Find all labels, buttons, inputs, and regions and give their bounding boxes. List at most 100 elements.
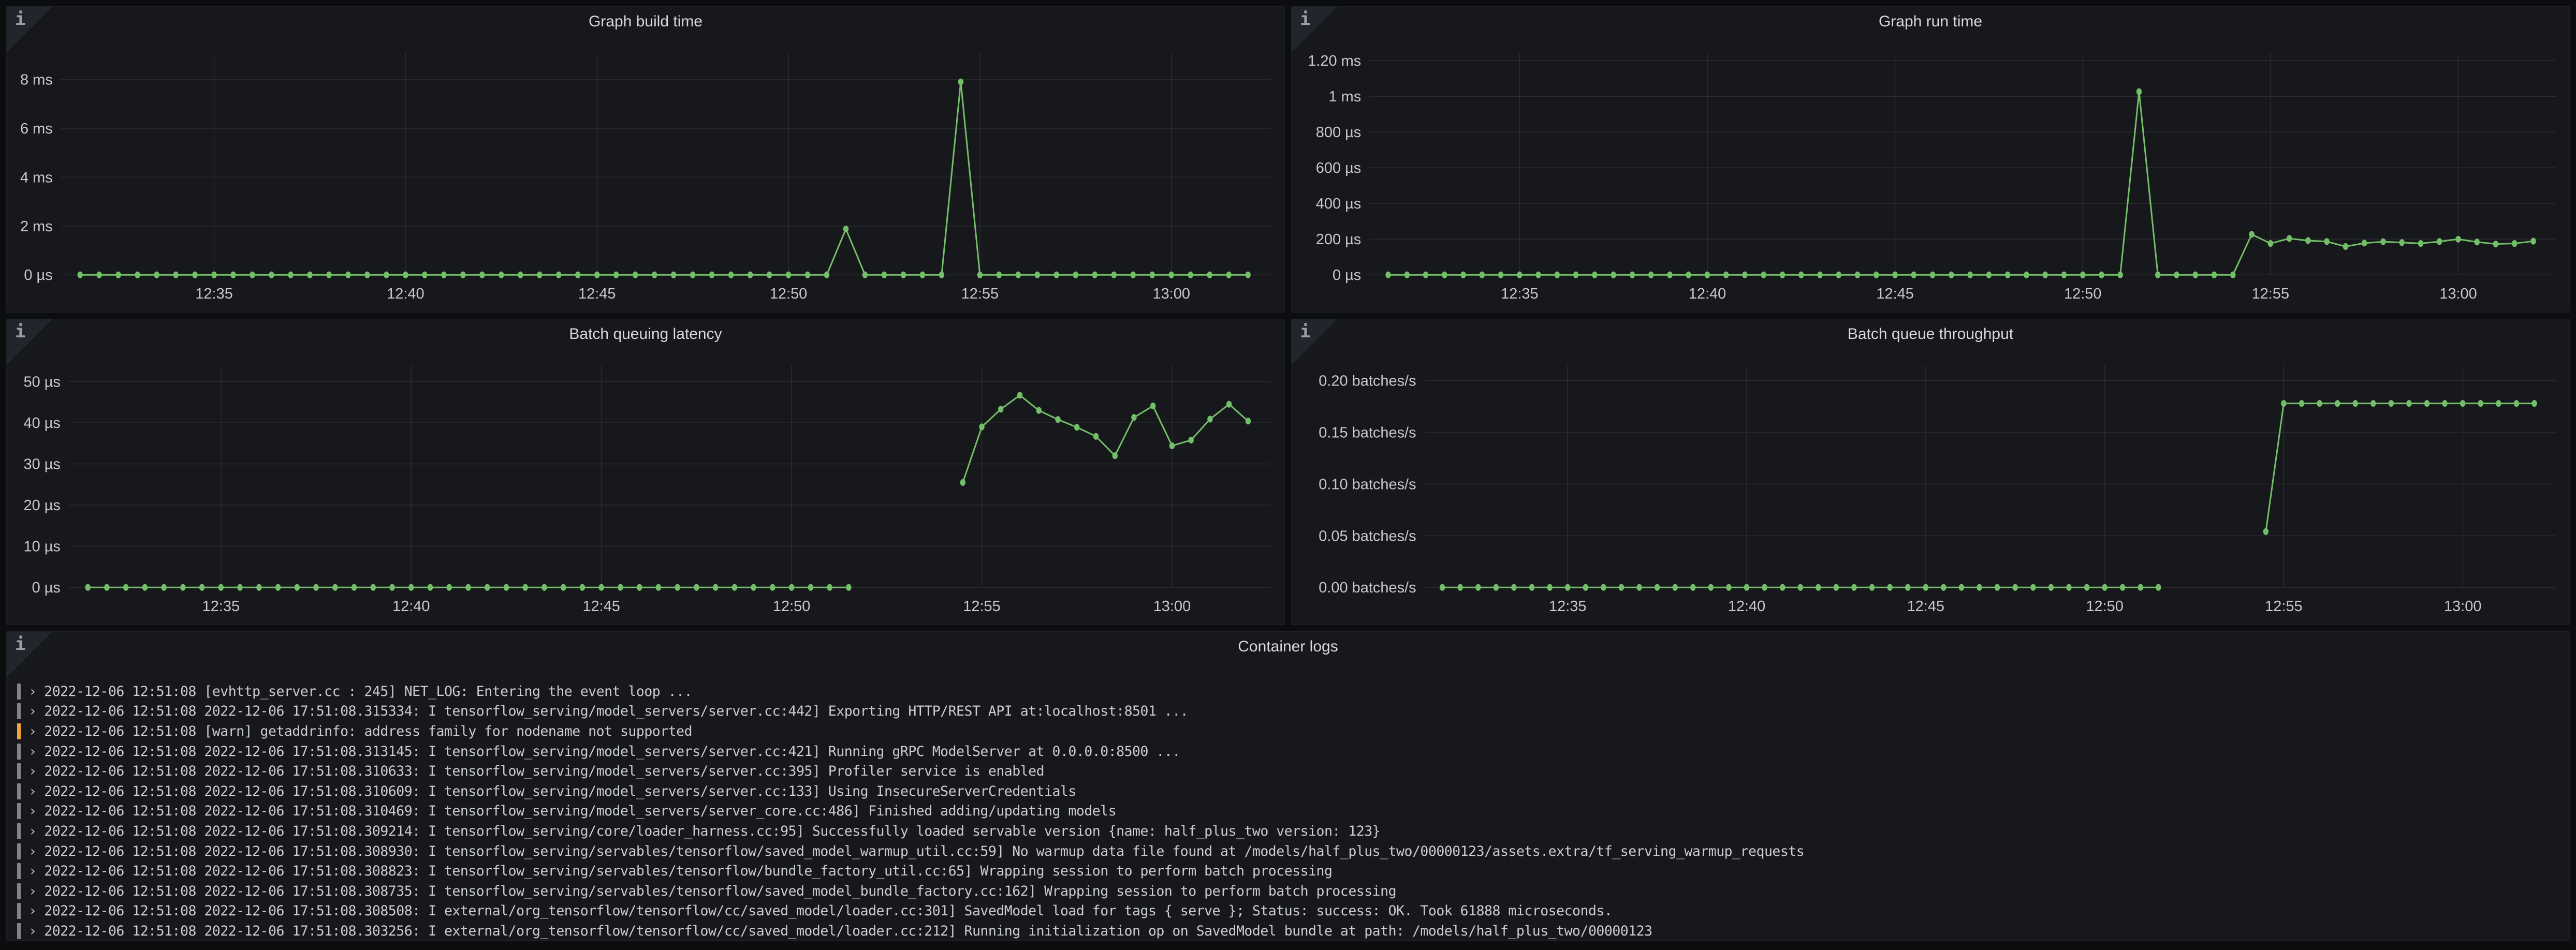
data-point [85,584,91,591]
data-point [2120,584,2126,591]
panel-title-graph-build-time[interactable]: Graph build time [588,13,703,30]
data-point [2155,271,2161,278]
chevron-right-icon: › [28,743,37,760]
data-point [180,584,186,591]
data-point [996,271,1002,278]
log-line[interactable]: › 2022-12-06 12:51:08 2022-12-06 17:51:08… [17,841,2564,862]
log-lines: › 2022-12-06 12:51:08 [evhttp_server.cc :… [17,681,2564,940]
data-point [485,584,490,591]
data-point [1245,418,1251,425]
graph-run-time-chart[interactable]: 0 µs 200 µs 400 µs 600 µs 800 µs 1 ms 1.20 ms 1… [1292,7,2569,312]
series-points [1439,400,2537,591]
data-point [2099,271,2104,278]
x-tick-label: 12:40 [387,286,424,302]
data-point [1529,584,1535,591]
data-point [389,584,395,591]
x-tick-label: 12:45 [578,286,616,302]
log-level-bar [17,823,21,839]
data-point [1941,584,1946,591]
x-tick-label: 12:35 [1549,598,1586,615]
data-point [2267,240,2274,247]
data-point [1708,584,1714,591]
data-point [1869,584,1875,591]
log-line[interactable]: › 2022-12-06 12:51:08 2022-12-06 17:51:08… [17,921,2564,940]
data-point [123,584,129,591]
data-point [1704,271,1710,278]
data-point [579,584,586,591]
data-point [2048,584,2054,591]
log-line[interactable]: › 2022-12-06 12:51:08 2022-12-06 17:51:08… [17,702,2564,722]
data-point [199,584,205,591]
log-line[interactable]: › 2022-12-06 12:51:08 2022-12-06 17:51:08… [17,881,2564,901]
data-point [518,271,523,278]
panel-title-batch-queue-throughput[interactable]: Batch queue throughput [1847,325,2014,343]
data-point [364,271,370,278]
log-line[interactable]: › 2022-12-06 12:51:08 [warn] getaddrinfo:… [17,721,2564,741]
data-point [2343,243,2349,250]
data-point [2136,88,2142,95]
data-point [2286,235,2292,242]
log-level-bar [17,763,21,780]
data-point [1404,271,1410,278]
log-line[interactable]: › 2022-12-06 12:51:08 2022-12-06 17:51:08… [17,861,2564,881]
log-line[interactable]: › 2022-12-06 12:51:08 2022-12-06 17:51:08… [17,901,2564,922]
info-icon: i [1300,321,1311,342]
data-point [250,271,255,278]
log-text: 2022-12-06 12:51:08 2022-12-06 17:51:08.… [44,883,1397,899]
log-level-bar [17,883,21,899]
y-tick-label: 800 µs [1316,124,1362,141]
data-point [1583,584,1589,591]
data-point [1816,584,1821,591]
log-line[interactable]: › 2022-12-06 12:51:08 2022-12-06 17:51:08… [17,801,2564,822]
data-point [1017,392,1023,399]
x-axis: 12:35 12:40 12:45 12:50 12:55 13:00 [1501,52,2477,302]
data-point [2299,400,2305,407]
data-point [1245,271,1251,278]
log-line[interactable]: › 2022-12-06 12:51:08 2022-12-06 17:51:08… [17,781,2564,801]
chevron-right-icon: › [28,703,37,720]
data-point [804,271,811,278]
data-point [1726,584,1732,591]
graph-build-time-chart[interactable]: 0 µs 2 ms 4 ms 6 ms 8 ms 12:35 12:40 12:45 12:50… [7,7,1284,312]
chevron-right-icon: › [28,823,37,839]
log-level-bar [17,923,21,939]
data-point [1833,584,1839,591]
data-point [154,271,159,278]
data-point [939,271,945,278]
series-line [1388,92,2534,276]
data-point [2281,400,2287,407]
data-point [1592,271,1598,278]
data-point [1672,584,1678,591]
panel-title-container-logs[interactable]: Container logs [1238,638,1338,655]
data-point [2030,584,2036,591]
data-point [1131,414,1137,421]
x-tick-label: 12:40 [392,598,430,615]
log-line[interactable]: › 2022-12-06 12:51:08 2022-12-06 17:51:08… [17,741,2564,762]
log-line[interactable]: › 2022-12-06 12:51:08 2022-12-06 17:51:08… [17,821,2564,841]
y-tick-label: 600 µs [1316,160,1362,176]
data-point [2084,584,2090,591]
data-point [862,271,868,278]
x-tick-label: 13:00 [2444,598,2481,615]
data-point [294,584,300,591]
chevron-right-icon: › [28,903,37,919]
log-text: 2022-12-06 12:51:08 2022-12-06 17:51:08.… [44,903,1613,919]
y-tick-label: 0.00 batches/s [1319,580,1416,596]
data-point [979,423,985,431]
data-point [1479,271,1485,278]
data-point [1929,271,1936,278]
data-point [256,584,262,591]
batch-queue-throughput-chart[interactable]: 0.00 batches/s 0.05 batches/s 0.10 batches… [1292,319,2569,625]
data-point [161,584,167,591]
data-point [345,271,351,278]
panel-title-batch-queuing-latency[interactable]: Batch queuing latency [569,325,722,343]
data-point [2361,240,2367,247]
log-line[interactable]: › 2022-12-06 12:51:08 [evhttp_server.cc :… [17,681,2564,702]
data-point [1911,271,1917,278]
data-point [1686,271,1691,278]
log-line[interactable]: › 2022-12-06 12:51:08 2022-12-06 17:51:08… [17,761,2564,781]
panel-title-graph-run-time[interactable]: Graph run time [1878,13,1983,30]
data-point [1905,584,1911,591]
log-text: 2022-12-06 12:51:08 2022-12-06 17:51:08.… [44,823,1381,839]
